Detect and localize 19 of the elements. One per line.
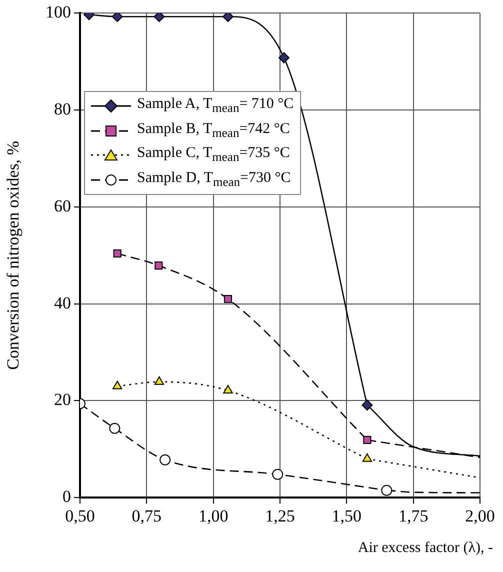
x-tick-label: 1,00 [198,506,228,526]
x-tick-label: 0,50 [65,506,95,526]
y-tick-label: 0 [62,487,71,506]
legend-label: Sample B, T$_{mean}$=742 °C [137,120,290,142]
legend-label: Sample C, T$_{mean}$=735 °C [137,144,290,166]
x-tick-label: 1,75 [398,506,428,526]
x-tick-label: 1,50 [332,506,362,526]
y-tick-label: 80 [54,100,71,119]
legend-label: Sample D, T$_{mean}$=730 °C [137,168,291,191]
y-tick-label: 40 [54,293,71,312]
x-tick-label: 0,75 [132,506,162,526]
y-tick-label: 100 [46,2,71,22]
x-tick-label: 1,25 [265,506,295,526]
x-axis-title: Air excess factor (λ), - [358,540,493,557]
legend-label: Sample A, T$_{mean}$= 710 °C [137,95,294,118]
y-tick-label: 60 [54,196,71,216]
x-tick-label: 2,00 [465,506,495,526]
y-axis-title: Conversion of nitrogen oxides, % [4,140,23,370]
y-tick-label: 20 [54,390,71,410]
